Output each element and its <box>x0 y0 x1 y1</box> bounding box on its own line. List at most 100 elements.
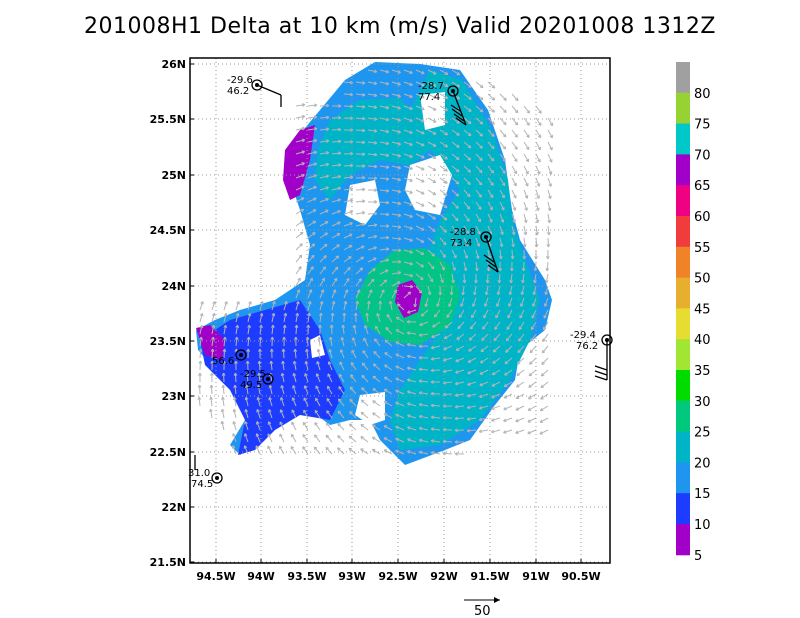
wind-arrow <box>503 429 513 434</box>
wind-arrow-head <box>209 396 214 401</box>
wind-arrow <box>430 404 441 407</box>
wind-arrow-head <box>502 145 507 150</box>
wind-arrow-head <box>269 360 274 365</box>
wind-arrow-head <box>386 224 390 228</box>
wind-arrow-head <box>259 324 263 329</box>
wind-arrow <box>415 69 425 75</box>
wind-arrow <box>307 277 313 287</box>
wind-arrow <box>419 403 429 407</box>
wind-arrow <box>379 93 389 97</box>
wind-arrow <box>484 297 489 307</box>
wind-arrow <box>522 273 525 283</box>
wind-arrow-head <box>512 219 516 223</box>
wind-arrow-head <box>235 312 240 317</box>
wind-arrow-head <box>421 82 425 87</box>
wind-arrow <box>391 69 401 74</box>
wind-arrow-head <box>296 301 300 305</box>
wind-arrow-head <box>321 277 326 282</box>
wind-arrow <box>487 177 494 186</box>
wind-arrow <box>475 201 482 210</box>
wind-arrow-head <box>197 384 202 388</box>
wind-arrow <box>379 248 389 251</box>
wind-arrow-head <box>373 350 377 355</box>
wind-arrow-head <box>246 348 251 352</box>
wind-arrow-head <box>337 186 342 191</box>
wind-arrow-head <box>520 291 525 296</box>
wind-arrow <box>479 417 489 421</box>
wind-arrow-head <box>406 331 411 335</box>
wind-arrow-head <box>409 273 414 278</box>
wind-arrow-head <box>444 156 448 160</box>
wind-arrow-head <box>256 396 261 401</box>
wind-arrow <box>372 400 381 407</box>
wind-arrow <box>391 105 401 110</box>
wind-arrow-head <box>371 436 376 441</box>
wind-arrow <box>389 301 393 311</box>
wind-arrow-head <box>350 374 354 378</box>
wind-arrow-head <box>338 104 342 108</box>
wind-arrow <box>535 177 540 187</box>
wind-arrow-head <box>269 348 274 352</box>
wind-arrow <box>295 243 303 251</box>
wind-arrow-head <box>548 171 553 175</box>
wind-arrow-head <box>344 289 349 293</box>
wind-arrow <box>487 249 491 259</box>
wind-arrow <box>307 266 314 275</box>
wind-arrow <box>495 309 501 319</box>
wind-arrow-head <box>292 372 297 377</box>
wind-arrow-head <box>257 360 262 364</box>
wind-arrow <box>463 237 469 247</box>
wind-arrow-head <box>467 157 472 161</box>
wind-arrow <box>479 393 489 398</box>
wind-arrow <box>519 309 525 319</box>
wind-arrow <box>295 289 300 299</box>
wind-arrow <box>499 105 507 113</box>
wind-arrow <box>539 429 549 435</box>
gap-region-5 <box>310 335 325 358</box>
wind-arrow <box>511 105 519 114</box>
wind-arrow <box>384 352 393 359</box>
wind-arrow-head <box>248 301 252 305</box>
wind-arrow <box>391 225 401 228</box>
wind-arrow-head <box>300 220 304 224</box>
wind-arrow-head <box>430 345 435 350</box>
wind-arrow-head <box>281 348 286 352</box>
reference-vector: 50 <box>464 597 500 618</box>
wind-arrow-head <box>361 211 366 215</box>
wind-arrow-head <box>467 181 471 185</box>
wind-arrow-head <box>529 361 533 365</box>
wind-arrow-head <box>490 182 494 186</box>
wind-arrow <box>451 213 459 222</box>
wind-arrow <box>331 221 341 227</box>
wind-arrow-head <box>409 154 413 158</box>
wind-arrow-head <box>373 152 378 157</box>
wind-arrow <box>271 301 276 311</box>
wind-arrow <box>419 415 429 419</box>
wind-arrow <box>295 254 303 263</box>
wind-arrow-head <box>420 251 425 256</box>
wind-arrow <box>547 225 550 235</box>
wind-arrow-head <box>347 266 351 271</box>
wind-arrow <box>544 297 549 307</box>
wind-arrow <box>316 361 321 371</box>
wind-arrow-head <box>267 433 271 437</box>
wind-arrow-head <box>381 289 385 293</box>
wind-arrow-head <box>467 370 471 375</box>
wind-arrow-head <box>498 268 503 272</box>
wind-arrow-head <box>332 289 337 293</box>
wind-arrow-head <box>338 373 343 378</box>
wind-arrow <box>535 129 542 138</box>
wind-arrow-head <box>302 434 306 438</box>
wind-arrow-head <box>313 103 318 108</box>
wind-arrow-head <box>516 372 520 376</box>
wind-arrow-head <box>441 266 445 271</box>
colorbar-swatch <box>676 185 690 217</box>
colorbar-label: 30 <box>694 395 711 410</box>
wind-arrow-head <box>298 254 303 259</box>
wind-arrow <box>475 141 483 149</box>
wind-arrow <box>325 447 333 455</box>
wind-arrow-head <box>511 231 516 236</box>
wind-arrow <box>337 423 345 431</box>
wind-arrow-head <box>303 409 307 414</box>
wind-arrow <box>343 211 353 215</box>
